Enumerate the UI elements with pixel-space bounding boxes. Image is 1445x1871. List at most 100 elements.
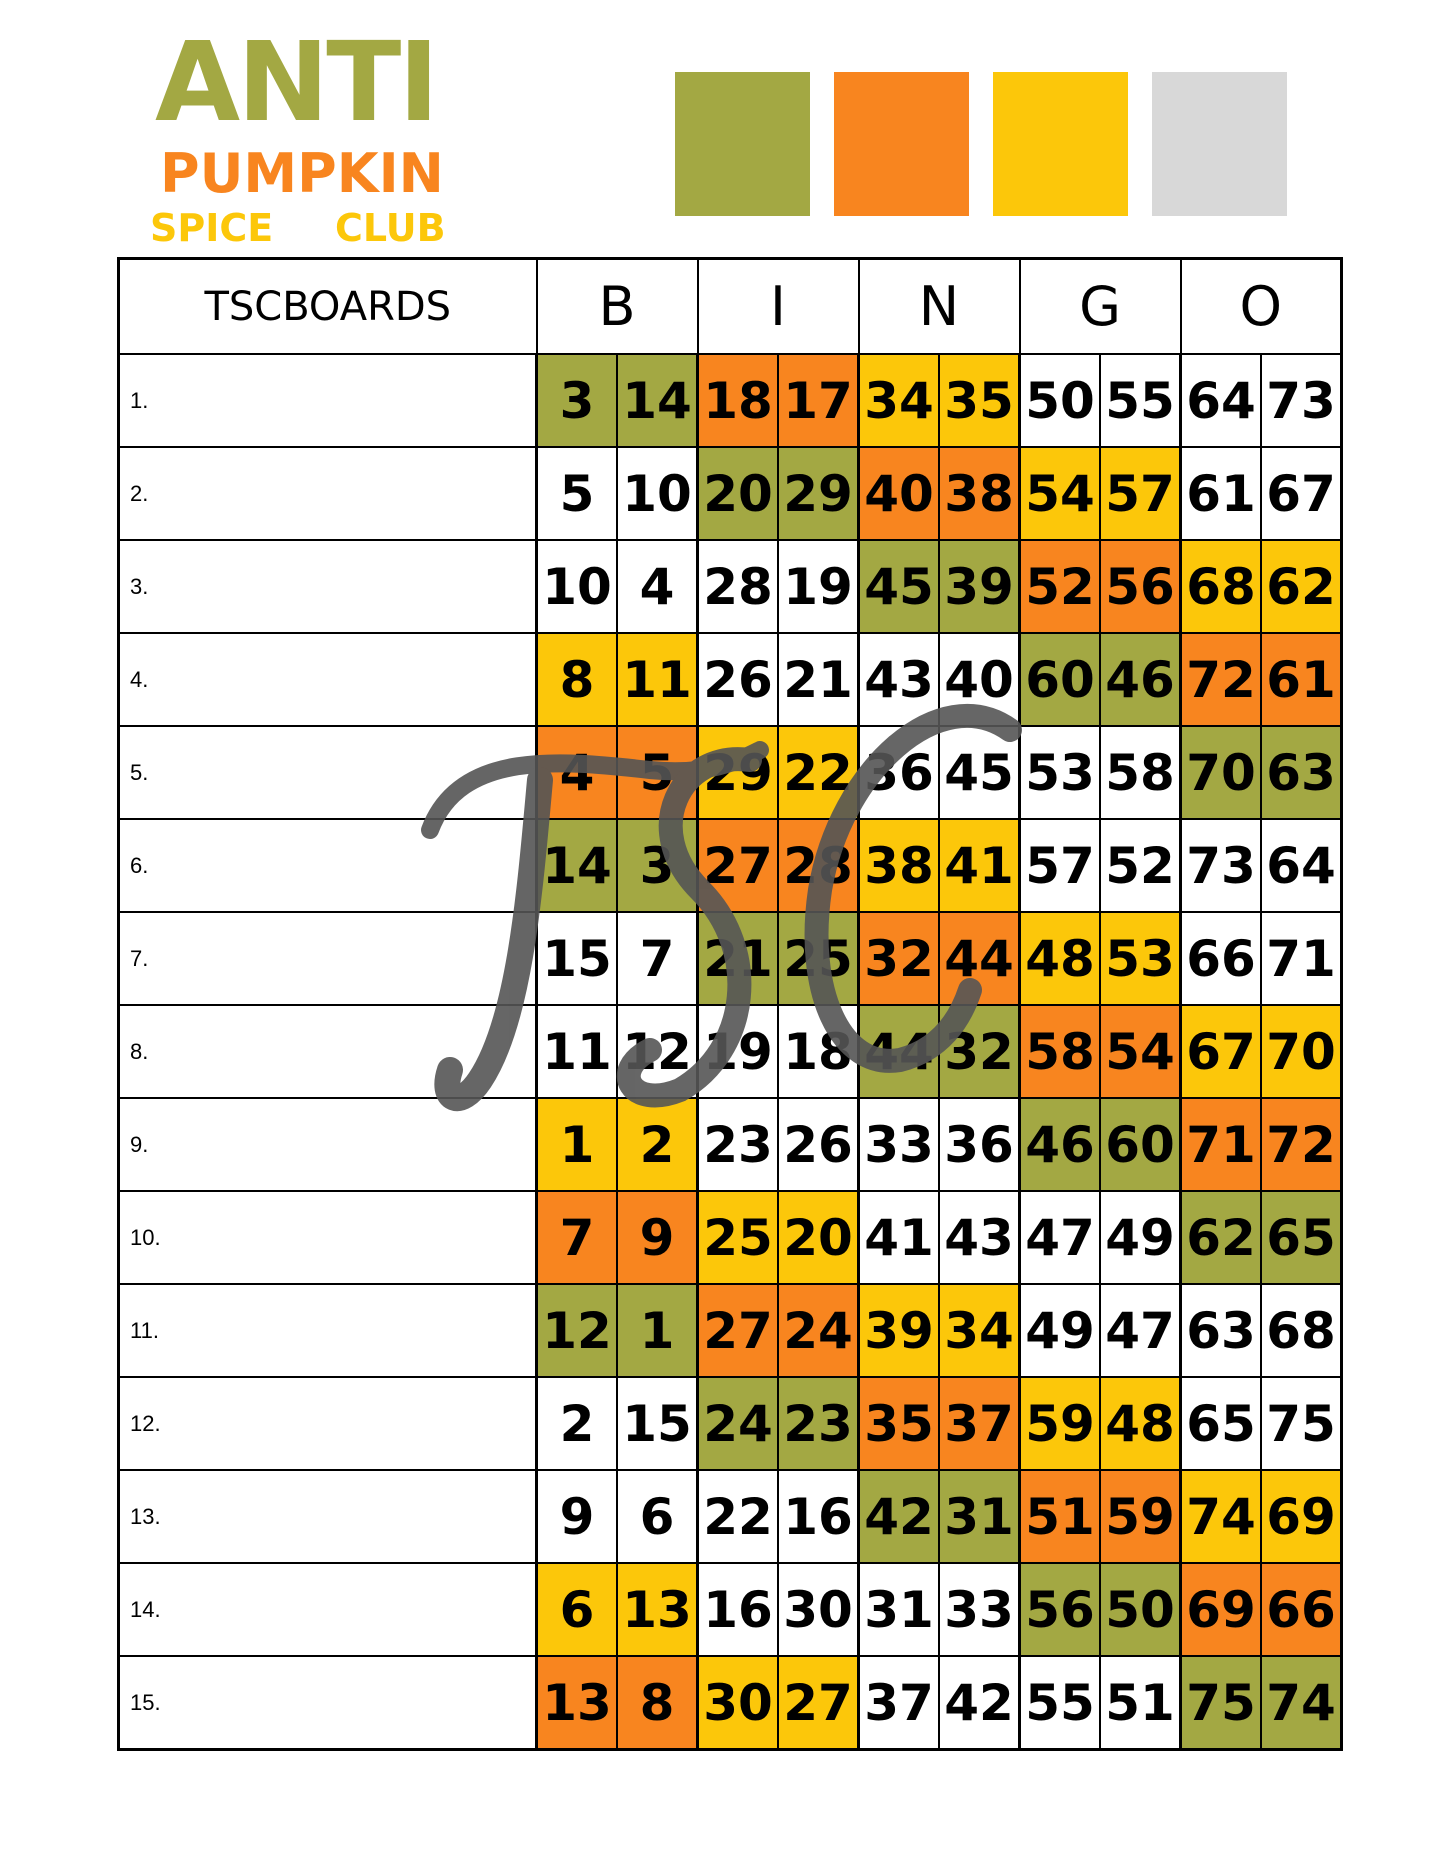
number-cell: 1 [535, 1097, 618, 1192]
row-number: 6. [117, 818, 538, 913]
number-cell: 73 [1179, 818, 1262, 913]
number-cell: 61 [1260, 632, 1343, 727]
number-cell: 73 [1260, 353, 1343, 448]
number-cell: 14 [616, 353, 699, 448]
number-cell: 52 [1018, 539, 1101, 634]
number-cell: 34 [857, 353, 940, 448]
number-cell: 72 [1179, 632, 1262, 727]
number-cell: 66 [1260, 1562, 1343, 1657]
number-cell: 55 [1018, 1655, 1101, 1751]
number-cell: 27 [696, 818, 779, 913]
number-cell: 50 [1018, 353, 1101, 448]
color-swatch [1152, 72, 1287, 216]
logo-line: SPICE [150, 206, 274, 250]
number-cell: 22 [777, 725, 860, 820]
board-row: 5. 4 5 29 22 36 45 53 58 70 63 [117, 725, 1343, 820]
number-cell: 75 [1260, 1376, 1343, 1471]
number-cell: 58 [1099, 725, 1182, 820]
number-cell: 75 [1179, 1655, 1262, 1751]
number-cell: 18 [696, 353, 779, 448]
board-row: 7. 15 7 21 25 32 44 48 53 66 71 [117, 911, 1343, 1006]
number-cell: 11 [616, 632, 699, 727]
row-number: 13. [117, 1469, 538, 1564]
row-number: 14. [117, 1562, 538, 1657]
number-cell: 38 [938, 446, 1021, 541]
number-cell: 63 [1260, 725, 1343, 820]
number-cell: 44 [857, 1004, 940, 1099]
number-cell: 35 [857, 1376, 940, 1471]
number-cell: 21 [696, 911, 779, 1006]
number-cell: 68 [1260, 1283, 1343, 1378]
number-cell: 65 [1260, 1190, 1343, 1285]
number-cell: 39 [938, 539, 1021, 634]
number-cell: 13 [535, 1655, 618, 1751]
number-cell: 29 [777, 446, 860, 541]
number-cell: 69 [1260, 1469, 1343, 1564]
number-cell: 19 [777, 539, 860, 634]
color-swatch [834, 72, 969, 216]
number-cell: 53 [1018, 725, 1101, 820]
number-cell: 51 [1099, 1655, 1182, 1751]
number-cell: 7 [535, 1190, 618, 1285]
number-cell: 4 [616, 539, 699, 634]
number-cell: 36 [938, 1097, 1021, 1192]
number-cell: 16 [696, 1562, 779, 1657]
number-cell: 67 [1260, 446, 1343, 541]
board-row: 8. 11 12 19 18 44 32 58 54 67 70 [117, 1004, 1343, 1099]
number-cell: 41 [938, 818, 1021, 913]
number-cell: 61 [1179, 446, 1262, 541]
number-cell: 46 [1018, 1097, 1101, 1192]
row-number: 7. [117, 911, 538, 1006]
number-cell: 37 [938, 1376, 1021, 1471]
number-cell: 16 [777, 1469, 860, 1564]
number-cell: 5 [616, 725, 699, 820]
number-cell: 31 [938, 1469, 1021, 1564]
number-cell: 53 [1099, 911, 1182, 1006]
board-row: 9. 1 2 23 26 33 36 46 60 71 72 [117, 1097, 1343, 1192]
number-cell: 67 [1179, 1004, 1262, 1099]
number-cell: 71 [1260, 911, 1343, 1006]
number-cell: 70 [1179, 725, 1262, 820]
number-cell: 49 [1018, 1283, 1101, 1378]
number-cell: 12 [535, 1283, 618, 1378]
number-cell: 60 [1018, 632, 1101, 727]
number-cell: 66 [1179, 911, 1262, 1006]
board-row: 12. 2 15 24 23 35 37 59 48 65 75 [117, 1376, 1343, 1471]
number-cell: 40 [938, 632, 1021, 727]
number-cell: 18 [777, 1004, 860, 1099]
number-cell: 47 [1018, 1190, 1101, 1285]
number-cell: 9 [535, 1469, 618, 1564]
number-cell: 21 [777, 632, 860, 727]
board-row: 14. 6 13 16 30 31 33 56 50 69 66 [117, 1562, 1343, 1657]
number-cell: 44 [938, 911, 1021, 1006]
column-header-n: N [857, 257, 1021, 355]
color-swatch [675, 72, 810, 216]
number-cell: 5 [535, 446, 618, 541]
number-cell: 20 [777, 1190, 860, 1285]
number-cell: 19 [696, 1004, 779, 1099]
number-cell: 2 [616, 1097, 699, 1192]
number-cell: 1 [616, 1283, 699, 1378]
row-number: 12. [117, 1376, 538, 1471]
number-cell: 72 [1260, 1097, 1343, 1192]
number-cell: 49 [1099, 1190, 1182, 1285]
number-cell: 10 [535, 539, 618, 634]
number-cell: 6 [616, 1469, 699, 1564]
number-cell: 55 [1099, 353, 1182, 448]
number-cell: 9 [616, 1190, 699, 1285]
number-cell: 2 [535, 1376, 618, 1471]
number-cell: 74 [1179, 1469, 1262, 1564]
number-cell: 28 [777, 818, 860, 913]
row-number: 5. [117, 725, 538, 820]
number-cell: 24 [696, 1376, 779, 1471]
number-cell: 27 [777, 1655, 860, 1751]
row-number: 2. [117, 446, 538, 541]
number-cell: 43 [857, 632, 940, 727]
number-cell: 33 [857, 1097, 940, 1192]
row-number: 1. [117, 353, 538, 448]
number-cell: 26 [696, 632, 779, 727]
column-header-o: O [1179, 257, 1343, 355]
logo-line: CLUB [335, 206, 446, 250]
number-cell: 13 [616, 1562, 699, 1657]
number-cell: 46 [1099, 632, 1182, 727]
